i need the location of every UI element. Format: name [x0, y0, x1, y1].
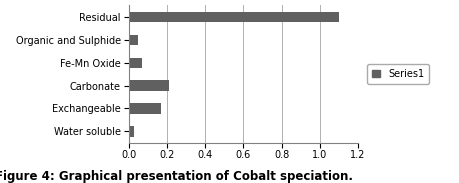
Bar [129, 80, 169, 91]
Bar [129, 103, 161, 114]
Bar [129, 12, 339, 22]
Bar [129, 57, 142, 68]
Bar [129, 35, 138, 45]
Bar [129, 126, 134, 137]
Text: Figure 4: Graphical presentation of Cobalt speciation.: Figure 4: Graphical presentation of Coba… [0, 170, 353, 183]
Legend: Series1: Series1 [368, 64, 429, 84]
